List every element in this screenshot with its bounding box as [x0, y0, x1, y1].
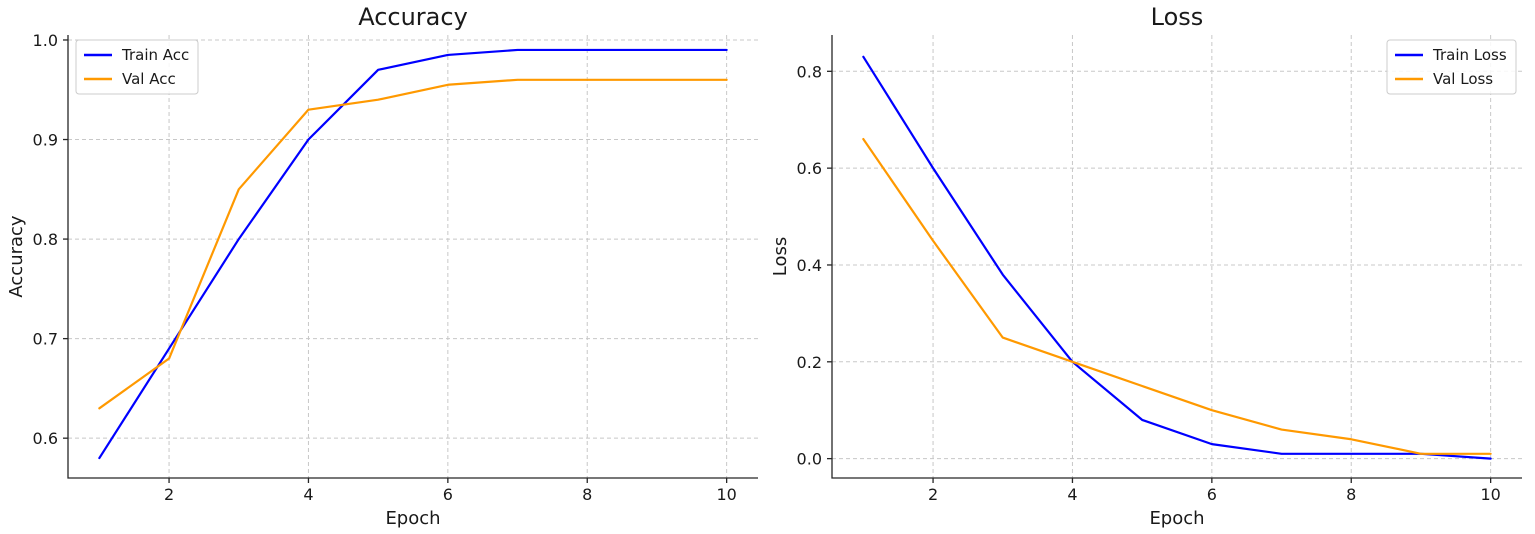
chart0-series-1-line: [98, 78, 728, 410]
chart0-panel: 2 4 6 8 10 0.6 0.7 0.8 0.9 1.0 Accuracy Epoch Accura…: [6, 3, 758, 529]
chart1-legend-frame: [1386, 39, 1517, 95]
chart0-xlabel: Epoch: [385, 508, 440, 529]
chart0-xtick-label-1: 4: [303, 485, 313, 504]
chart0-ytick-label-2: 0.8: [33, 230, 58, 249]
chart1-xlabel: Epoch: [1149, 508, 1204, 529]
chart1-axes-spine: [831, 35, 1522, 479]
chart0-axes-spine: [67, 35, 758, 479]
chart1-series-0-line: [862, 55, 1492, 460]
chart0-legend-frame: [75, 39, 199, 95]
chart0-ytick-label-4: 1.0: [33, 31, 58, 50]
chart1-xtick-label-1: 4: [1067, 485, 1077, 504]
chart0-title: Accuracy: [358, 3, 468, 31]
chart0-xtick-label-4: 10: [716, 485, 736, 504]
chart1-ytick-label-1: 0.2: [797, 353, 822, 372]
chart0-ytick-label-1: 0.7: [33, 330, 58, 349]
chart1-ytick-label-0: 0.0: [797, 450, 822, 469]
chart0-ytick-label-0: 0.6: [33, 429, 58, 448]
chart0-series-0-line: [98, 48, 728, 460]
chart0-xtick-label-2: 6: [443, 485, 453, 504]
chart1-xtick-label-4: 10: [1480, 485, 1500, 504]
chart1-series-1-line: [862, 137, 1492, 455]
chart1-title: Loss: [1151, 3, 1204, 31]
chart1-panel: 2 4 6 8 10 0.0 0.2 0.4 0.6 0.8 Loss Epoch Loss Train …: [770, 3, 1522, 529]
chart1-ytick-label-3: 0.6: [797, 159, 822, 178]
chart0-legend-label-1: Val Acc: [122, 70, 176, 88]
chart1-ytick-label-4: 0.8: [797, 62, 822, 81]
chart1-ylabel: Loss: [770, 237, 791, 276]
chart1-legend-label-0: Train Loss: [1432, 46, 1507, 64]
chart1-xtick-label-2: 6: [1207, 485, 1217, 504]
chart1-ytick-label-2: 0.4: [797, 256, 822, 275]
chart0-ytick-label-3: 0.9: [33, 131, 58, 150]
chart0-xtick-label-3: 8: [582, 485, 592, 504]
chart0-legend-label-0: Train Acc: [121, 46, 189, 64]
chart0-ylabel: Accuracy: [6, 215, 27, 298]
chart1-xtick-label-0: 2: [928, 485, 938, 504]
chart1-legend: Train Loss Val Loss: [1386, 39, 1517, 95]
chart1-xtick-label-3: 8: [1346, 485, 1356, 504]
chart1-legend-label-1: Val Loss: [1433, 70, 1493, 88]
chart0-xtick-label-0: 2: [164, 485, 174, 504]
chart0-legend: Train Acc Val Acc: [75, 39, 199, 95]
